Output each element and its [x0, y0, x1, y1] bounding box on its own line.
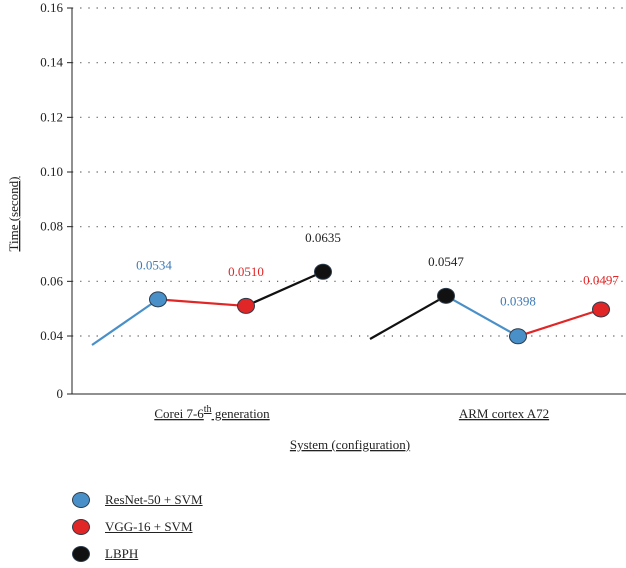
data-label: 0.0547 [428, 254, 464, 269]
y-tick-label: 0.16 [40, 0, 63, 15]
data-point [314, 263, 332, 280]
y-tick-label: 0.10 [40, 164, 63, 179]
series-segment [245, 270, 324, 307]
data-point [237, 297, 255, 314]
legend-item-vgg: VGG-16 + SVM [72, 513, 203, 540]
legend-label-resnet: ResNet-50 + SVM [105, 491, 203, 507]
category-label-2: ARM cortex A72 [459, 406, 549, 421]
series-segment [157, 298, 247, 308]
data-point [509, 328, 527, 345]
y-tick-label: 0.08 [40, 219, 63, 234]
series-segment [91, 298, 159, 346]
category-label-1: Corei 7-6th generation [154, 404, 270, 421]
chart: 0 0.04 0.06 0.08 0.10 0.12 0.14 0.16 0.0534 0.05… [6, 0, 626, 452]
legend-marker-lbph [72, 545, 90, 562]
legend-label-vgg: VGG-16 + SVM [105, 518, 193, 534]
data-label: 0.0635 [305, 230, 341, 245]
data-point [592, 301, 610, 318]
data-point [149, 291, 167, 308]
data-label: 0.0510 [228, 264, 264, 279]
y-tick-label: 0.12 [40, 109, 63, 124]
legend-marker-resnet [72, 491, 90, 508]
legend-label-lbph: LBPH [105, 545, 139, 561]
x-axis-title: System (configuration) [290, 437, 410, 452]
series-segment [445, 294, 519, 338]
y-tick-label: 0.06 [40, 273, 63, 288]
series-segment [517, 308, 602, 338]
series-segment [369, 294, 447, 340]
data-label: 0.0398 [500, 293, 536, 308]
y-tick-label: 0.14 [40, 55, 63, 70]
data-label: 0.0497 [583, 272, 619, 287]
y-tick-label: 0 [57, 386, 64, 401]
data-label: 0.0534 [136, 257, 172, 272]
y-axis-title: Time (second) [6, 177, 21, 252]
legend-marker-vgg [72, 518, 90, 535]
legend-item-lbph: LBPH [72, 540, 203, 567]
y-tick-label: 0.04 [40, 328, 63, 343]
data-point [437, 287, 455, 304]
legend: ResNet-50 + SVM VGG-16 + SVM LBPH [72, 486, 203, 567]
legend-item-resnet: ResNet-50 + SVM [72, 486, 203, 513]
